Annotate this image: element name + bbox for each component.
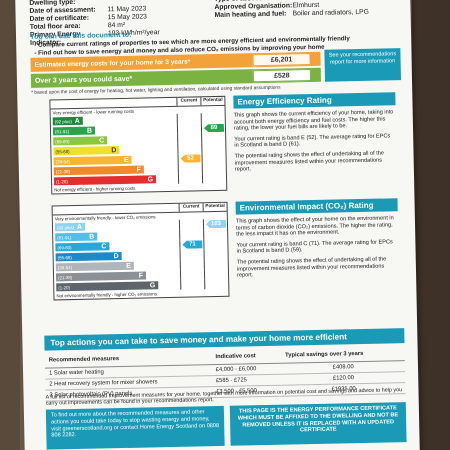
band-letter: A <box>74 117 80 125</box>
environmental-impact-panel: Environmental Impact (CO₂) Rating This g… <box>235 198 400 279</box>
rating-band-bar: (81-91) B <box>52 126 96 136</box>
find-out-more-box: To find out more about the recommended m… <box>45 405 225 450</box>
band-letter: C <box>99 136 105 144</box>
rating-band-bar: (92 plus) A <box>54 222 86 232</box>
environmental-impact-text: This graph shows the effect of your home… <box>235 215 394 238</box>
band-range: (69-80) <box>57 244 72 250</box>
band-range: (1-20) <box>58 284 71 290</box>
band-range: (55-68) <box>57 254 72 260</box>
band-letter: C <box>101 242 107 250</box>
band-letter: B <box>86 127 93 135</box>
band-range: (1-20) <box>55 178 68 184</box>
band-letter: D <box>111 146 117 154</box>
environmental-impact-title: Environmental Impact (CO₂) Rating <box>235 198 398 215</box>
rating-band-bar: (1-20) G <box>56 281 159 292</box>
rating-band-bar: (92 plus) A <box>52 116 83 126</box>
band-range: (92 plus) <box>56 224 75 230</box>
background-right <box>412 0 450 450</box>
current-rating-arrow: 71 <box>182 240 202 248</box>
cost-column-header: Indicative cost <box>211 348 282 365</box>
energy-efficiency-chart: Current Potential Very energy efficient -… <box>49 95 228 195</box>
cost-footnote: * based upon the cost of energy for heat… <box>31 85 281 96</box>
current-column-header: Current <box>176 97 201 106</box>
band-range: (81-91) <box>54 128 70 134</box>
rating-band-bar: (69-80) C <box>53 136 108 146</box>
potential-column-header: Potential <box>200 96 225 106</box>
rating-band-bar: (55-68) D <box>55 252 122 262</box>
rating-band-bar: (1-20) G <box>53 175 157 186</box>
energy-efficiency-text: This graph shows the current efficiency … <box>233 109 394 132</box>
band-range: (92 plus) <box>54 118 72 124</box>
band-range: (39-54) <box>57 264 73 270</box>
energy-efficiency-panel: Energy Efficiency Rating This graph show… <box>233 92 397 173</box>
environmental-impact-potential: The potential rating shows the effect of… <box>236 256 387 279</box>
band-letter: F <box>138 272 144 280</box>
environmental-impact-chart: Current Potential Very environmentally fr… <box>51 201 230 301</box>
rating-band-bar: (39-54) E <box>53 155 132 166</box>
band-letter: E <box>123 156 129 164</box>
estimated-costs-label: Estimated energy costs for your home for… <box>34 58 191 69</box>
current-rating-arrow: 52 <box>181 154 201 162</box>
band-range: (21-38) <box>58 274 73 280</box>
certificate-notice-box: THIS PAGE IS THE ENERGY PERFORMANCE CERT… <box>229 402 407 446</box>
band-letter: G <box>149 281 156 289</box>
rating-band-bar: (55-68) D <box>53 146 120 156</box>
band-range: (55-68) <box>55 148 70 154</box>
savings-value: £528 <box>252 69 312 83</box>
band-letter: B <box>89 233 95 241</box>
savings-label: Over 3 years you could save* <box>34 75 133 85</box>
band-letter: A <box>76 223 83 231</box>
band-range: (39-54) <box>55 158 70 164</box>
energy-efficiency-current: Your current rating is band E (52). The … <box>234 133 391 150</box>
rating-band-bar: (69-80) C <box>55 242 110 252</box>
band-letter: E <box>126 262 131 270</box>
epc-sheet: Dwelling type:Type of assessment:RdSAP, … <box>15 0 420 450</box>
band-range: (21-38) <box>55 168 71 174</box>
band-letter: G <box>147 175 154 183</box>
environmental-impact-current: Your current rating is band C (71). The … <box>236 239 393 255</box>
potential-rating-arrow: 103 <box>206 220 226 228</box>
potential-column-header: Potential <box>202 202 227 212</box>
band-letter: D <box>113 252 119 260</box>
see-recommendations-box: See your recommendations report for more… <box>324 48 402 82</box>
rating-band-bar: (81-91) B <box>55 232 98 242</box>
band-range: (69-80) <box>55 138 70 144</box>
background-left <box>0 0 20 450</box>
potential-rating-arrow: 89 <box>204 124 224 132</box>
estimated-costs-value: £6,201 <box>252 53 311 67</box>
energy-efficiency-title: Energy Efficiency Rating <box>233 92 396 109</box>
band-letter: F <box>136 166 141 174</box>
band-range: (81-91) <box>57 234 72 240</box>
energy-efficiency-potential: The potential rating shows the effect of… <box>234 150 385 173</box>
rating-band-bar: (39-54) E <box>55 261 134 272</box>
current-column-header: Current <box>178 203 203 212</box>
